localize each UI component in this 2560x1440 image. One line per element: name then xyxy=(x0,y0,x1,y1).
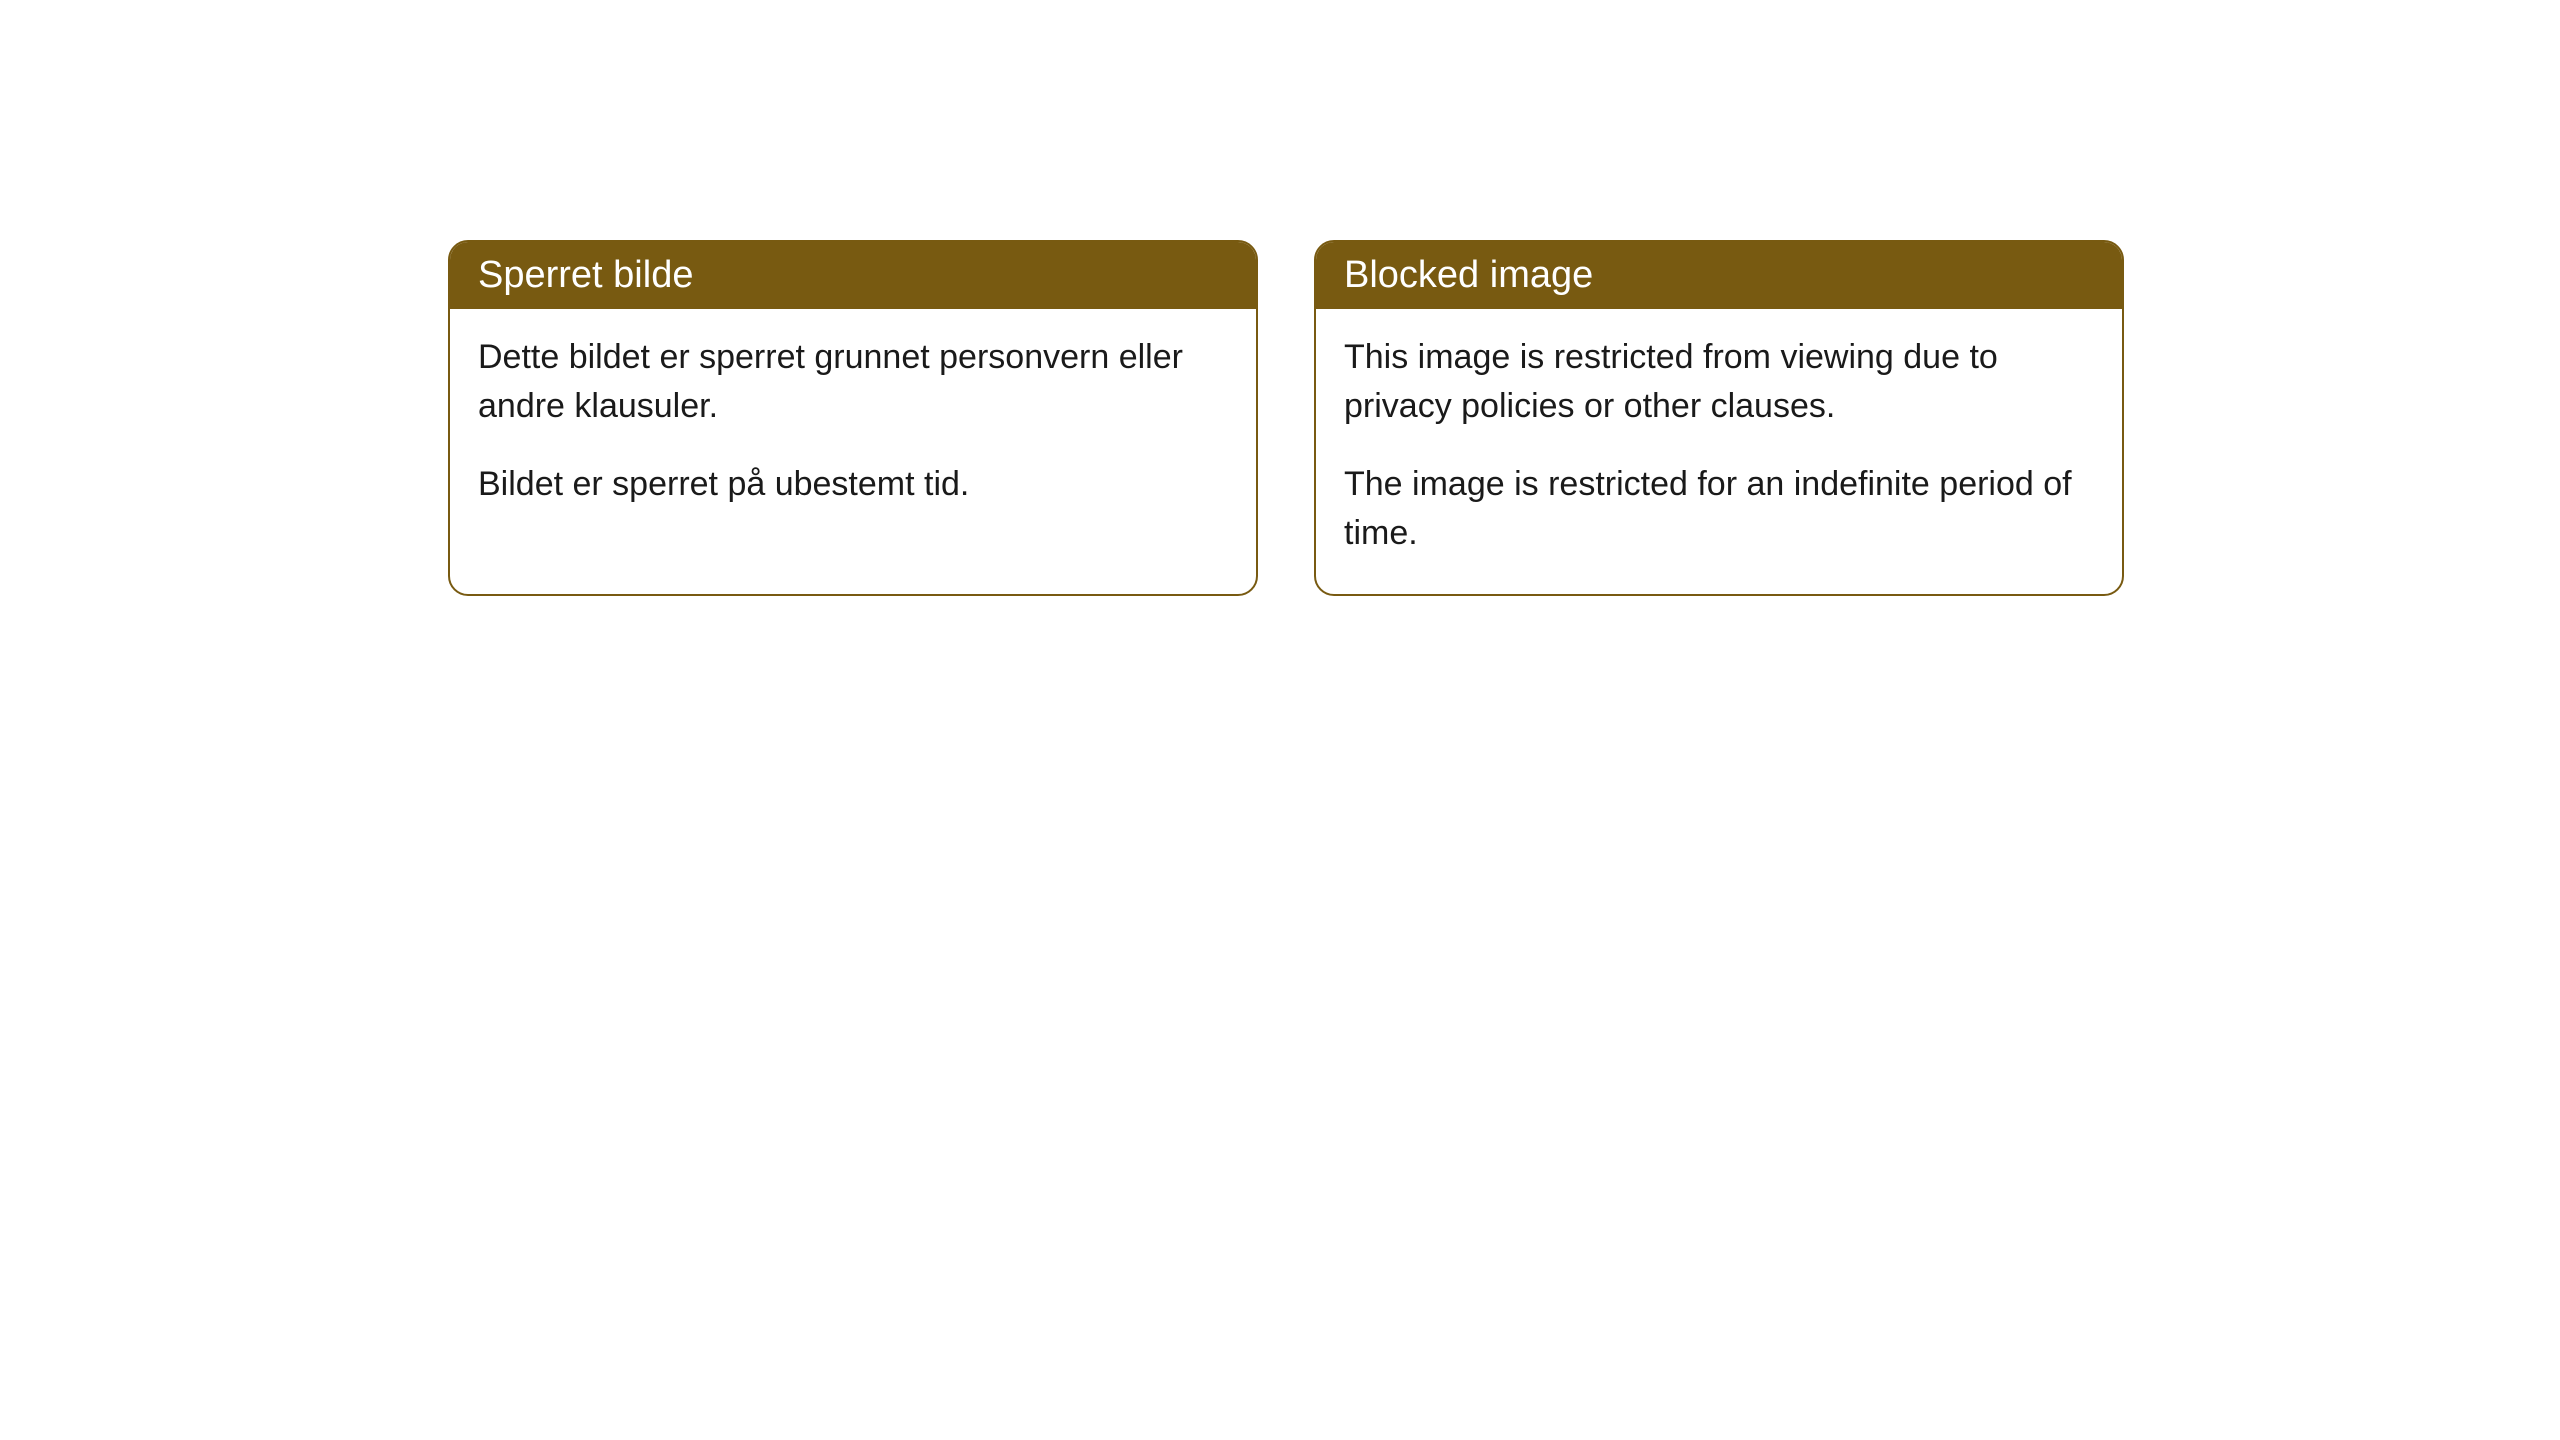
card-title: Blocked image xyxy=(1344,254,1593,296)
card-paragraph: Bildet er sperret på ubestemt tid. xyxy=(478,460,1228,509)
card-header-norwegian: Sperret bilde xyxy=(450,242,1256,309)
card-body-norwegian: Dette bildet er sperret grunnet personve… xyxy=(450,309,1256,545)
card-title: Sperret bilde xyxy=(478,254,693,296)
card-container: Sperret bilde Dette bildet er sperret gr… xyxy=(0,0,2560,596)
card-english: Blocked image This image is restricted f… xyxy=(1314,240,2124,596)
card-paragraph: This image is restricted from viewing du… xyxy=(1344,333,2094,432)
card-body-english: This image is restricted from viewing du… xyxy=(1316,309,2122,594)
card-header-english: Blocked image xyxy=(1316,242,2122,309)
card-paragraph: Dette bildet er sperret grunnet personve… xyxy=(478,333,1228,432)
card-norwegian: Sperret bilde Dette bildet er sperret gr… xyxy=(448,240,1258,596)
card-paragraph: The image is restricted for an indefinit… xyxy=(1344,460,2094,559)
